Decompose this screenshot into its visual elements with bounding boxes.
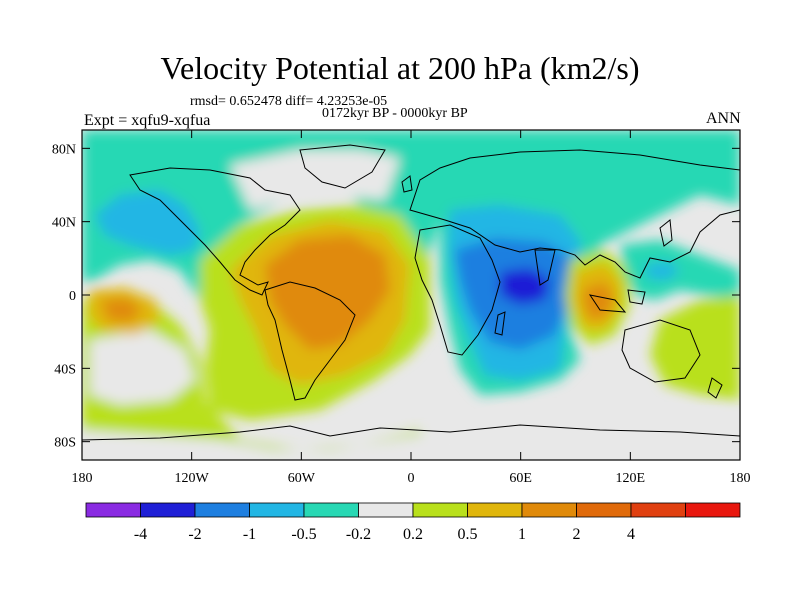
y-tick-label: 80S: [54, 436, 76, 451]
field-atlantic-core: [265, 235, 390, 350]
field-pacific-blue: [95, 190, 200, 255]
coastlines: [82, 144, 740, 441]
coast-north-america: [129, 167, 301, 296]
colorbar: -4 -2 -1 -0.5 -0.2 0.2 0.5 1 2 4: [85, 502, 741, 543]
colorbar-swatch: [85, 502, 141, 518]
x-tick-label: 0: [408, 471, 415, 486]
x-tick-label: 180: [72, 471, 93, 486]
y-tick-label: 0: [69, 289, 76, 304]
velocity-potential-field: [82, 130, 740, 460]
coast-africa: [414, 224, 501, 356]
colorbar-label: -2: [188, 526, 201, 543]
colorbar-label: 2: [573, 526, 581, 543]
y-tick-label: 40S: [54, 362, 76, 377]
x-tick-label: 120W: [175, 471, 210, 486]
field-indian-core: [500, 268, 550, 305]
x-tick-label: 60E: [509, 471, 532, 486]
coast-british-isles: [401, 175, 413, 193]
field-australia-yellowgreen: [650, 295, 740, 400]
colorbar-swatch: [521, 502, 577, 518]
coast-greenland: [299, 144, 386, 189]
coast-madagascar: [494, 311, 506, 336]
coast-australia: [621, 319, 701, 383]
coast-indonesia: [588, 289, 646, 313]
coast-eurasia: [409, 149, 740, 279]
stats-line: rmsd= 0.652478 diff= 4.23253e-05: [190, 94, 388, 109]
experiment-label: Expt = xqfu9-xqfua: [84, 112, 211, 129]
season-label: ANN: [706, 110, 741, 127]
colorbar-swatch: [412, 502, 468, 518]
field-south-pacific-grey: [90, 330, 195, 405]
colorbar-swatch: [194, 502, 250, 518]
field-arctic-grey: [230, 150, 400, 210]
colorbar-swatch: [685, 502, 741, 518]
x-axis: 180 120W 60W 0 60E 120E 180: [72, 130, 751, 486]
map-title: Velocity Potential at 200 hPa (km2/s): [160, 50, 640, 86]
colorbar-swatch: [249, 502, 305, 518]
colorbar-swatch: [630, 502, 686, 518]
field-central-pacific-core: [102, 298, 142, 322]
colorbar-label: -0.2: [346, 526, 371, 543]
field-maritime-core: [582, 282, 615, 318]
colorbar-label: -4: [134, 526, 147, 543]
colorbar-swatch: [576, 502, 632, 518]
field-west-pacific-lightblue: [645, 262, 680, 280]
y-tick-label: 40N: [52, 216, 76, 231]
colorbar-swatch: [467, 502, 523, 518]
field-antarctic-grey: [82, 410, 740, 460]
coast-south-america: [264, 281, 356, 401]
colorbar-label: -0.5: [291, 526, 316, 543]
period-line: 0172kyr BP - 0000kyr BP: [322, 106, 468, 121]
coast-india: [534, 249, 556, 286]
coast-new-zealand: [707, 377, 723, 399]
colorbar-label: -1: [243, 526, 256, 543]
colorbar-swatch: [140, 502, 196, 518]
colorbar-label: 4: [627, 526, 635, 543]
y-axis: 80N 40N 0 40S 80S: [52, 142, 740, 451]
colorbar-swatch: [358, 502, 414, 518]
x-tick-label: 180: [730, 471, 751, 486]
field-west-pacific-cyan: [620, 240, 740, 300]
colorbar-swatch: [303, 502, 359, 518]
x-tick-label: 120E: [616, 471, 646, 486]
colorbar-label: 1: [518, 526, 526, 543]
coast-antarctica: [82, 424, 740, 441]
x-tick-label: 60W: [288, 471, 316, 486]
colorbar-label: 0.2: [403, 526, 423, 543]
coast-japan: [659, 219, 673, 247]
y-tick-label: 80N: [52, 142, 76, 157]
colorbar-label: 0.5: [458, 526, 478, 543]
field-southern-yellowgreen: [82, 290, 430, 450]
